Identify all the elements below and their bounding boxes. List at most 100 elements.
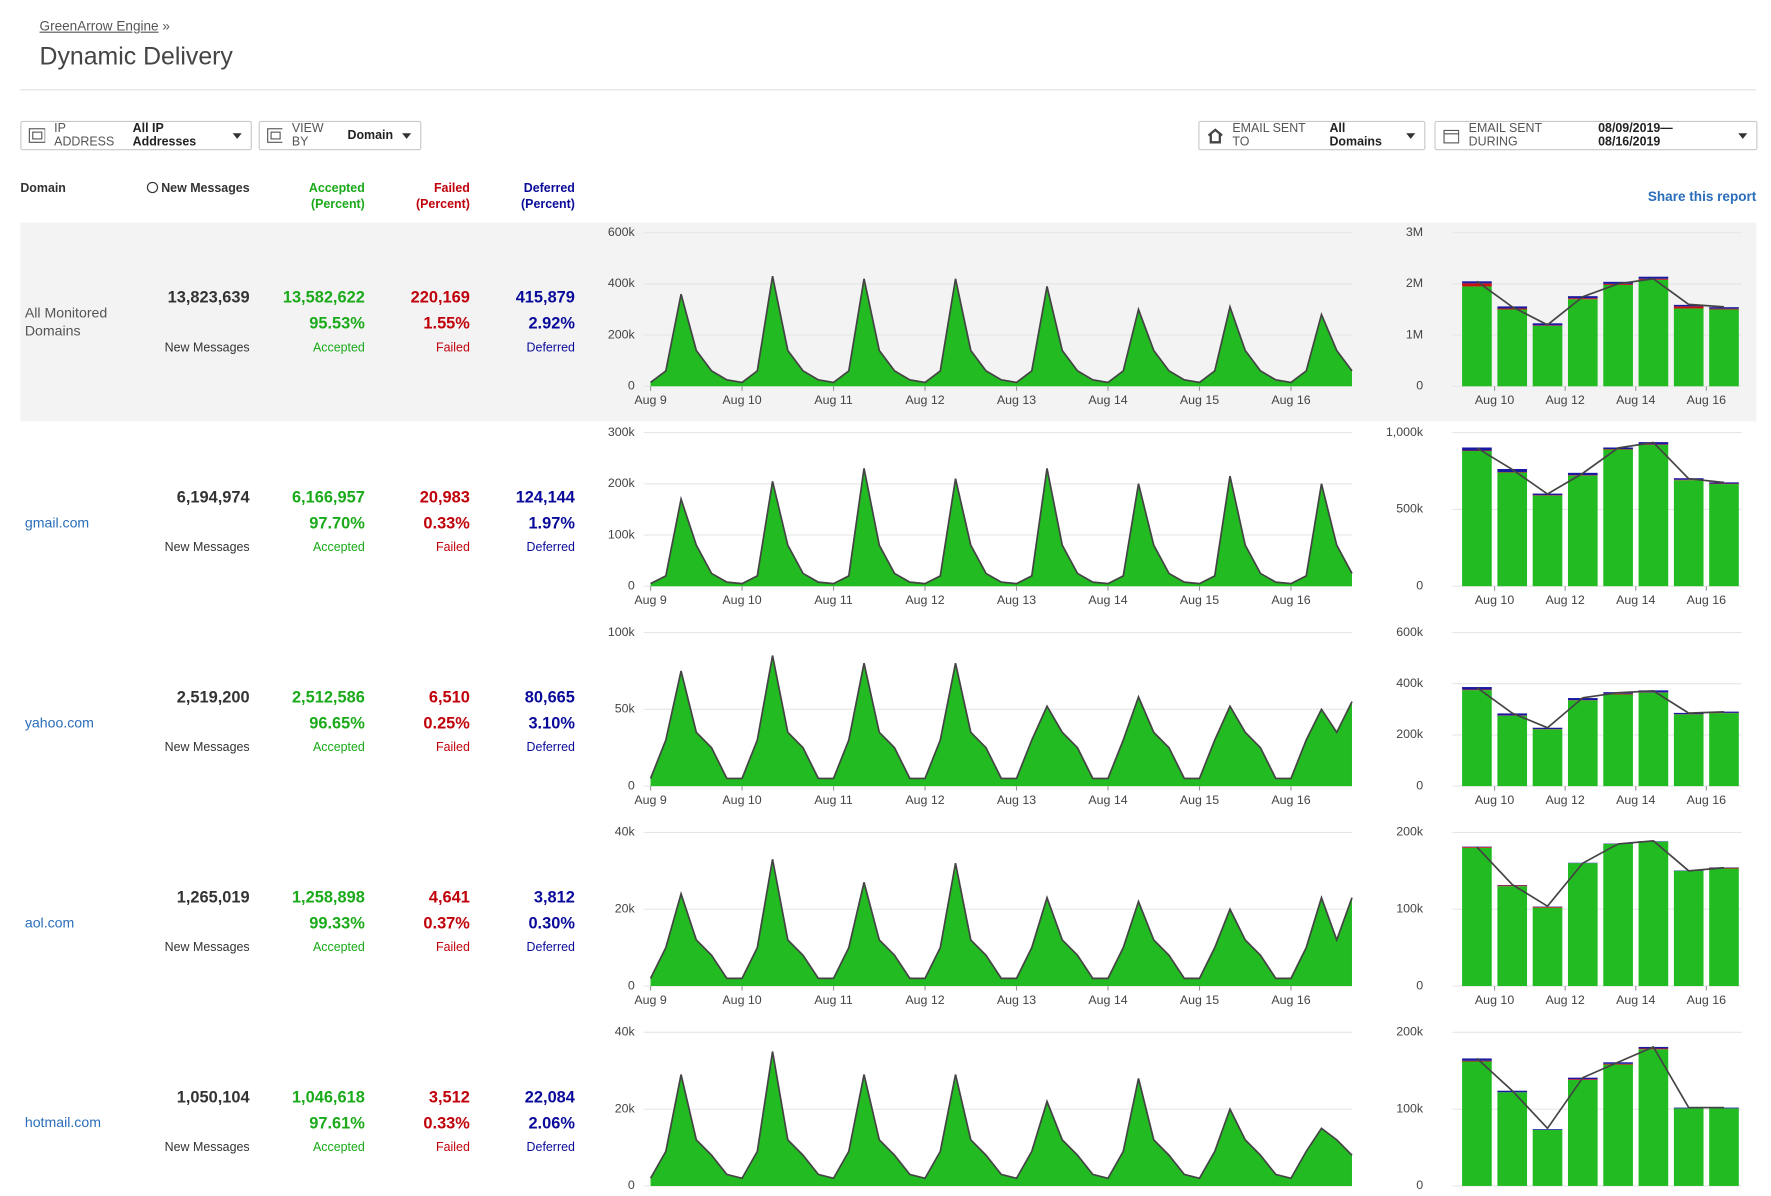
y-tick-label: 500k — [1396, 502, 1424, 516]
bar-segment — [1497, 1092, 1528, 1186]
x-tick-label: Aug 10 — [722, 393, 761, 407]
x-tick-label: Aug 15 — [1180, 393, 1219, 407]
breadcrumb-link[interactable]: GreenArrow Engine — [39, 18, 159, 34]
filter-label: EMAIL SENT TO — [1232, 121, 1306, 150]
x-tick-label: Aug 14 — [1616, 993, 1655, 1007]
y-tick-label: 20k — [615, 1101, 636, 1115]
total-line — [1476, 1045, 1725, 1130]
y-tick-label: 600k — [1396, 625, 1424, 639]
metric-label: Deferred — [526, 740, 575, 755]
x-tick-label: Aug 15 — [1180, 593, 1219, 607]
x-tick-label: Aug 12 — [1545, 593, 1584, 607]
metric-percent: 0.33% — [423, 515, 470, 534]
y-tick-label: 600k — [608, 225, 636, 239]
x-tick-label: Aug 12 — [905, 993, 944, 1007]
domain[interactable]: aol.com — [24, 914, 75, 931]
column-name: Failed — [433, 181, 470, 196]
metric-value: 6,166,957 — [291, 489, 365, 508]
bar-segment — [1497, 468, 1528, 473]
bar-segment — [1567, 863, 1598, 987]
bar-segment — [1709, 482, 1739, 484]
y-tick-label: 2M — [1406, 276, 1423, 290]
x-tick-label: Aug 10 — [1475, 993, 1514, 1007]
bar-segment — [1532, 729, 1563, 787]
x-tick-label: Aug 16 — [1687, 393, 1726, 407]
metric-percent: 0.33% — [423, 1114, 470, 1133]
x-tick-label: Aug 10 — [1475, 593, 1514, 607]
metric-value: 124,144 — [515, 489, 575, 508]
bar-segment — [1673, 308, 1704, 387]
metric-label: New Messages — [164, 541, 250, 555]
x-tick-label: Aug 11 — [814, 393, 852, 407]
metric-percent: 95.53% — [309, 315, 365, 334]
metric-label: New Messages — [164, 740, 250, 755]
x-tick-label: Aug 15 — [1180, 793, 1219, 807]
bar-segment — [1638, 279, 1669, 387]
x-tick-label: Aug 13 — [997, 593, 1036, 607]
breadcrumb-separator: » — [162, 18, 170, 34]
bar-segment — [1532, 1129, 1563, 1186]
column-header[interactable]: New Messages — [146, 181, 250, 197]
bar-segment — [1567, 1079, 1598, 1186]
bar-segment — [1638, 692, 1669, 787]
metric-percent: 2.06% — [528, 1114, 575, 1133]
metric-percent: 99.33% — [309, 914, 365, 933]
metric-value: 220,169 — [410, 289, 470, 308]
x-tick-label: Aug 10 — [722, 993, 761, 1007]
bar-segment — [1462, 847, 1492, 987]
filter-ip[interactable]: IP ADDRESS All IP Addresses — [20, 120, 252, 151]
y-tick-label: 0 — [628, 978, 635, 992]
metric-value: 6,194,974 — [176, 489, 250, 508]
y-tick-label: 100k — [1396, 1101, 1424, 1115]
metric-value: 13,582,622 — [282, 289, 365, 308]
metric-percent: 3.10% — [528, 714, 575, 734]
y-tick-label: 0 — [1416, 978, 1423, 992]
bar-segment — [1638, 276, 1669, 279]
bar-segment — [1638, 1049, 1669, 1186]
metric-value: 3,812 — [533, 888, 575, 907]
bar-segment — [1638, 1048, 1669, 1050]
filter-sent-to[interactable]: EMAIL SENT TO All Domains — [1198, 120, 1426, 151]
filter-value: All IP Addresses — [132, 121, 197, 150]
domain[interactable]: yahoo.com — [24, 714, 94, 731]
bar-segment — [1497, 472, 1528, 587]
area-line — [649, 655, 1353, 780]
bar-segment — [1462, 690, 1492, 787]
metric-label: New Messages — [164, 1140, 250, 1155]
column-header: Domain — [20, 181, 66, 196]
metric-value: 1,046,618 — [291, 1088, 365, 1107]
x-tick-label: Aug 16 — [1271, 593, 1310, 607]
y-tick-label: 100k — [608, 527, 636, 541]
filter-sent-during[interactable]: EMAIL SENT DURING 08/09/2019—08/16/2019 — [1434, 120, 1758, 151]
y-tick-label: 0 — [1416, 379, 1423, 393]
column-name: New Messages — [161, 181, 250, 196]
filter-value: All Domains — [1329, 121, 1382, 150]
x-tick-label: Aug 9 — [634, 993, 667, 1007]
x-tick-label: Aug 11 — [814, 593, 852, 607]
x-tick-label: Aug 12 — [1545, 393, 1584, 407]
bar-segment — [1532, 907, 1563, 987]
filter-icon — [1443, 129, 1460, 144]
bar-segment — [1462, 451, 1492, 587]
domain: All Monitored Domains — [24, 304, 108, 339]
x-tick-label: Aug 13 — [997, 793, 1036, 807]
column-header: Accepted (Percent) — [309, 181, 365, 213]
domain[interactable]: gmail.com — [24, 515, 90, 531]
x-tick-label: Aug 12 — [905, 393, 944, 407]
y-tick-label: 0 — [1416, 778, 1423, 792]
bar-segment — [1603, 1064, 1633, 1186]
domain[interactable]: hotmail.com — [24, 1114, 101, 1131]
share-link[interactable]: Share this report — [1647, 188, 1757, 205]
filter-view[interactable]: VIEW BY Domain — [258, 120, 422, 151]
x-tick-label: Aug 14 — [1616, 593, 1655, 607]
y-tick-label: 200k — [608, 476, 636, 490]
bar-segment — [1567, 700, 1598, 787]
area — [650, 859, 1352, 987]
breadcrumb: GreenArrow Engine » — [40, 18, 170, 34]
x-tick-label: Aug 14 — [1088, 393, 1127, 407]
column-name: Deferred — [523, 181, 575, 196]
metric-label: Deferred — [526, 1140, 575, 1155]
bar-segment — [1603, 843, 1633, 987]
y-tick-label: 100k — [1396, 902, 1424, 916]
